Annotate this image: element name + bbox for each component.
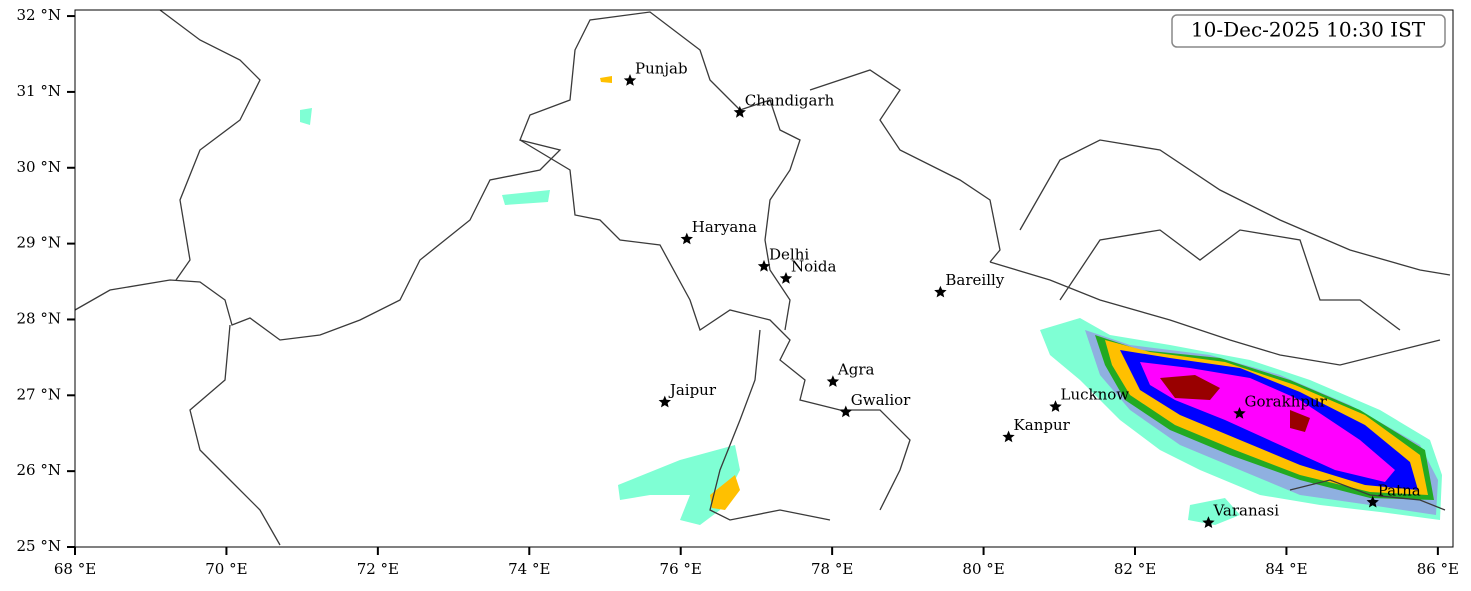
city-marker — [779, 272, 793, 284]
city-marker — [826, 375, 840, 387]
city-marker — [1366, 495, 1379, 508]
city-marker — [623, 74, 637, 86]
y-tick-label: 28 °N — [17, 309, 61, 327]
x-tick-label: 86 °E — [1417, 560, 1459, 578]
city-label: Gwalior — [851, 391, 911, 409]
title-box — [1171, 14, 1446, 48]
y-tick-label: 29 °N — [17, 234, 61, 252]
city-label: Agra — [837, 361, 875, 379]
city-marker — [757, 259, 771, 272]
x-tick-label: 82 °E — [1114, 560, 1156, 578]
map-title: 10-Dec-2025 10:30 IST — [1191, 18, 1426, 42]
x-tick-label: 70 °E — [205, 560, 247, 578]
city-marker — [839, 405, 852, 418]
city-label: Punjab — [635, 60, 688, 78]
x-tick-label: 76 °E — [660, 560, 702, 578]
x-tick-label: 74 °E — [508, 560, 550, 578]
city-label: Delhi — [769, 245, 809, 263]
x-tick-label: 72 °E — [357, 560, 399, 578]
x-tick-label: 84 °E — [1265, 560, 1307, 578]
city-label: Patna — [1378, 481, 1421, 499]
y-tick-label: 26 °N — [17, 461, 61, 479]
y-tick-label: 25 °N — [17, 537, 61, 555]
city-label: Haryana — [692, 218, 757, 236]
map-frame — [74, 9, 1454, 548]
city-label: Varanasi — [1212, 502, 1279, 520]
city-label: Jaipur — [668, 381, 717, 399]
city-label: Gorakhpur — [1244, 393, 1327, 411]
city-label: Lucknow — [1061, 386, 1130, 404]
city-marker — [1233, 407, 1246, 419]
city-label: Kanpur — [1014, 416, 1071, 434]
city-marker — [733, 105, 746, 118]
city-marker — [1002, 430, 1015, 443]
y-tick-label: 30 °N — [17, 158, 61, 176]
y-tick-label: 31 °N — [17, 82, 61, 100]
city-label: Noida — [791, 258, 837, 276]
precipitation-overlay — [300, 76, 1442, 525]
city-marker — [1202, 516, 1215, 528]
y-tick-label: 27 °N — [17, 385, 61, 403]
x-tick-label: 68 °E — [54, 560, 96, 578]
city-marker — [658, 395, 671, 408]
x-tick-label: 80 °E — [962, 560, 1004, 578]
city-label: Bareilly — [945, 271, 1004, 289]
city-marker — [1049, 400, 1062, 412]
x-tick-label: 78 °E — [811, 560, 853, 578]
city-label: Chandigarh — [745, 91, 835, 109]
city-marker — [680, 232, 693, 245]
city-marker — [934, 285, 947, 298]
boundaries — [74, 9, 1451, 546]
y-tick-label: 32 °N — [17, 6, 61, 24]
